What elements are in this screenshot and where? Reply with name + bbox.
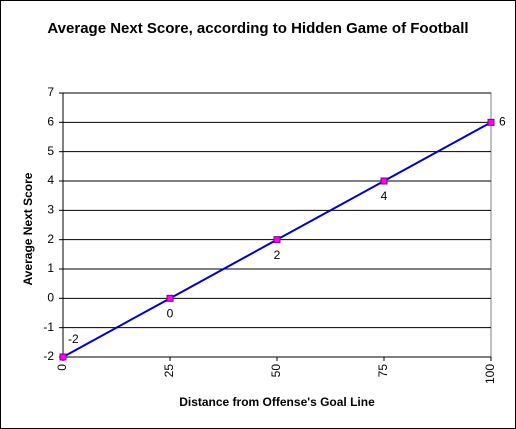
y-tick-label: 4 [47,173,54,187]
data-label: 6 [499,115,506,129]
y-tick-label: 3 [47,203,54,217]
x-tick-label: 50 [269,364,283,378]
y-tick-label: 1 [47,261,54,275]
y-tick-label: 2 [47,232,54,246]
data-label: 2 [274,248,281,262]
data-label: -2 [68,332,79,346]
x-axis-title: Distance from Offense's Goal Line [179,395,375,409]
x-tick-label: 25 [162,364,176,378]
plot-area [62,92,492,358]
y-tick-label: 0 [47,291,54,305]
marker [59,353,67,361]
x-tick-label: 75 [376,364,390,378]
marker [380,177,388,185]
y-tick-label: -2 [43,349,54,363]
x-tick-label: 100 [483,364,497,384]
marker [487,118,495,126]
y-tick-label: 6 [47,115,54,129]
x-tick-label: 0 [55,364,69,371]
marker [166,294,174,302]
y-tick-label: 5 [47,144,54,158]
y-axis-title: Average Next Score [21,172,35,285]
y-tick-label: 7 [47,85,54,99]
chart-title: Average Next Score, according to Hidden … [47,20,469,37]
marker [273,236,281,244]
data-label: 0 [167,307,174,321]
y-tick-label: -1 [43,320,54,334]
data-label: 4 [381,189,388,203]
